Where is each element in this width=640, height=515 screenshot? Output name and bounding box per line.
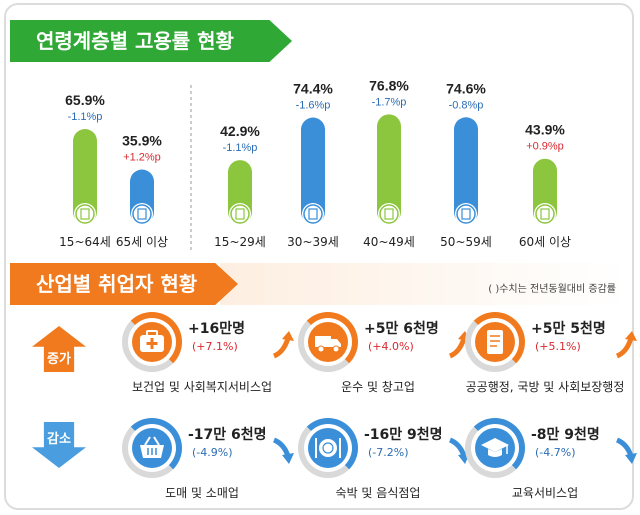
document-icon-2: [235, 208, 245, 220]
category-label-1: 65세 이상: [116, 235, 168, 249]
industry-change-rate: (+7.1%): [192, 340, 238, 353]
bar-0: [73, 129, 97, 224]
change-label-4: -1.7%p: [372, 96, 407, 108]
category-label-3: 30~39세: [287, 235, 339, 249]
decrease-industry-0: -17만 6천명 (-4.9%) 도매 및 소매업: [122, 418, 312, 500]
plate-cutlery-icon: [315, 438, 341, 458]
value-label-0: 65.9%: [65, 92, 105, 108]
change-label-6: +0.9%p: [526, 141, 564, 153]
industry-icon-ring: [298, 312, 358, 372]
graduation-cap-icon: [481, 438, 509, 457]
change-label-0: -1.1%p: [68, 111, 103, 123]
worker-icon-6: [535, 204, 555, 224]
industry-change-rate: (-4.7%): [535, 446, 576, 459]
trend-up-arrow-icon: [272, 331, 294, 359]
document-icon-6: [540, 208, 550, 220]
age-employment-chart: 65.9% -1.1%p 15~64세 35.9% +1.2%p 65세 이상 42.9% -…: [59, 77, 571, 250]
value-label-1: 35.9%: [122, 133, 162, 149]
worker-icon-5: [456, 204, 476, 224]
worker-icon-0: [75, 204, 95, 224]
value-label-5: 74.6%: [446, 80, 486, 96]
bar-4: [377, 114, 401, 224]
industry-change-amount: -17만 6천명: [188, 427, 267, 443]
category-label-4: 40~49세: [363, 235, 415, 249]
industry-change-rate: (+5.1%): [535, 340, 581, 353]
category-label-0: 15~64세: [59, 235, 111, 249]
value-label-2: 42.9%: [220, 123, 260, 139]
value-label-3: 74.4%: [293, 81, 333, 97]
category-label-5: 50~59세: [440, 235, 492, 249]
industry-change-rate: (+4.0%): [368, 340, 414, 353]
document-icon-1: [137, 208, 147, 220]
change-label-1: +1.2%p: [123, 152, 161, 164]
worker-icon-bg-5: [455, 203, 477, 225]
increase-industry-2: +5만 5천명 (+5.1%) 공공행정, 국방 및 사회보장행정: [465, 312, 640, 394]
industry-change-amount: +5만 6천명: [364, 321, 439, 337]
document-icon-4: [384, 208, 394, 220]
industry-name: 공공행정, 국방 및 사회보장행정: [465, 380, 625, 394]
document-icon-3: [308, 208, 318, 220]
worker-icon-bg-2: [229, 203, 251, 225]
worker-icon-3: [303, 204, 323, 224]
industry-name: 숙박 및 음식점업: [335, 486, 421, 500]
section2-banner-tail: [220, 263, 628, 305]
worker-icon-bg-1: [131, 203, 153, 225]
change-rate-note: ( )수치는 전년동월대비 증감률: [488, 284, 616, 295]
industry-icon-ring: [465, 418, 525, 478]
value-label-4: 76.8%: [369, 77, 409, 93]
category-label-2: 15~29세: [214, 235, 266, 249]
decrease-industry-1: -16만 9천명 (-7.2%) 숙박 및 음식점업: [298, 418, 488, 500]
worker-icon-bg-3: [302, 203, 324, 225]
industry-name: 교육서비스업: [511, 486, 579, 500]
trend-up-arrow-icon: [615, 331, 637, 359]
change-label-2: -1.1%p: [223, 142, 258, 154]
industry-change-amount: -8만 9천명: [531, 427, 600, 443]
shopping-basket-icon: [140, 436, 164, 458]
worker-icon-4: [379, 204, 399, 224]
industry-name: 도매 및 소매업: [165, 486, 239, 500]
worker-icon-1: [132, 204, 152, 224]
industry-icon-ring: [298, 418, 358, 478]
section2-title: 산업별 취업자 현황: [10, 263, 238, 305]
worker-icon-2: [230, 204, 250, 224]
trend-down-arrow-icon: [272, 437, 294, 464]
industry-change-amount: +16만명: [188, 321, 245, 337]
industry-change-rate: (-4.9%): [192, 446, 233, 459]
bar-5: [454, 117, 478, 224]
worker-icon-bg-0: [74, 203, 96, 225]
bar-3: [301, 117, 325, 224]
truck-icon: [315, 336, 341, 353]
first-aid-kit-icon: [140, 330, 164, 352]
document-icon-0: [80, 208, 90, 220]
industry-change-rate: (-7.2%): [368, 446, 409, 459]
category-label-6: 60세 이상: [519, 235, 571, 249]
change-label-5: -0.8%p: [449, 99, 484, 111]
value-label-6: 43.9%: [525, 122, 565, 138]
document-icon-5: [461, 208, 471, 220]
industry-icon-ring: [122, 418, 182, 478]
worker-icon-bg-4: [378, 203, 400, 225]
scroll-icon: [487, 330, 503, 354]
industry-name: 보건업 및 사회복지서비스업: [131, 380, 273, 394]
increase-industry-0: +16만명 (+7.1%) 보건업 및 사회복지서비스업: [122, 312, 312, 394]
decrease-industry-2: -8만 9천명 (-4.7%) 교육서비스업: [465, 418, 640, 500]
worker-icon-bg-6: [534, 203, 556, 225]
industry-icon-ring: [465, 312, 525, 372]
industry-change-amount: +5만 5천명: [531, 321, 606, 337]
trend-down-arrow-icon: [615, 437, 637, 464]
industry-name: 운수 및 창고업: [341, 380, 415, 394]
industry-icon-ring: [122, 312, 182, 372]
industry-change-amount: -16만 9천명: [364, 427, 443, 443]
increase-industry-1: +5만 6천명 (+4.0%) 운수 및 창고업: [298, 312, 488, 394]
section1-title: 연령계층별 고용률 현황: [10, 20, 292, 62]
change-label-3: -1.6%p: [296, 100, 331, 112]
